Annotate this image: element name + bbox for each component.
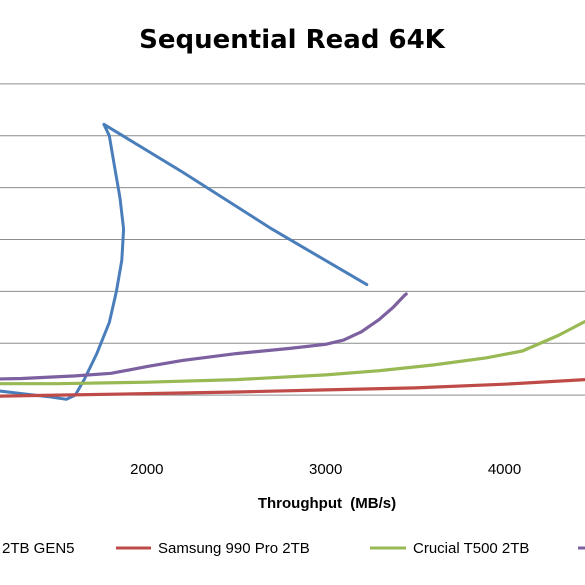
legend-label: Crucial T500 2TB <box>413 540 529 557</box>
legend: 2TB GEN5 Samsung 990 Pro 2TB Crucial T500 … <box>2 540 585 557</box>
series-line-1 <box>0 122 369 401</box>
x-axis-label: Throughput (MB/s) <box>258 495 396 512</box>
gridlines <box>0 83 585 396</box>
legend-label: Samsung 990 Pro 2TB <box>158 540 310 557</box>
x-axis-ticks: 2000 3000 4000 <box>130 461 521 478</box>
x-tick-label: 3000 <box>309 461 342 478</box>
x-tick-label: 4000 <box>488 461 521 478</box>
series-line-3 <box>0 319 585 386</box>
x-tick-label: 2000 <box>130 461 163 478</box>
series-line-2 <box>0 378 585 398</box>
series-line-4 <box>0 292 408 381</box>
legend-label: 2TB GEN5 <box>2 540 75 557</box>
chart-title: Sequential Read 64K <box>139 25 446 55</box>
plot-area <box>0 122 585 401</box>
